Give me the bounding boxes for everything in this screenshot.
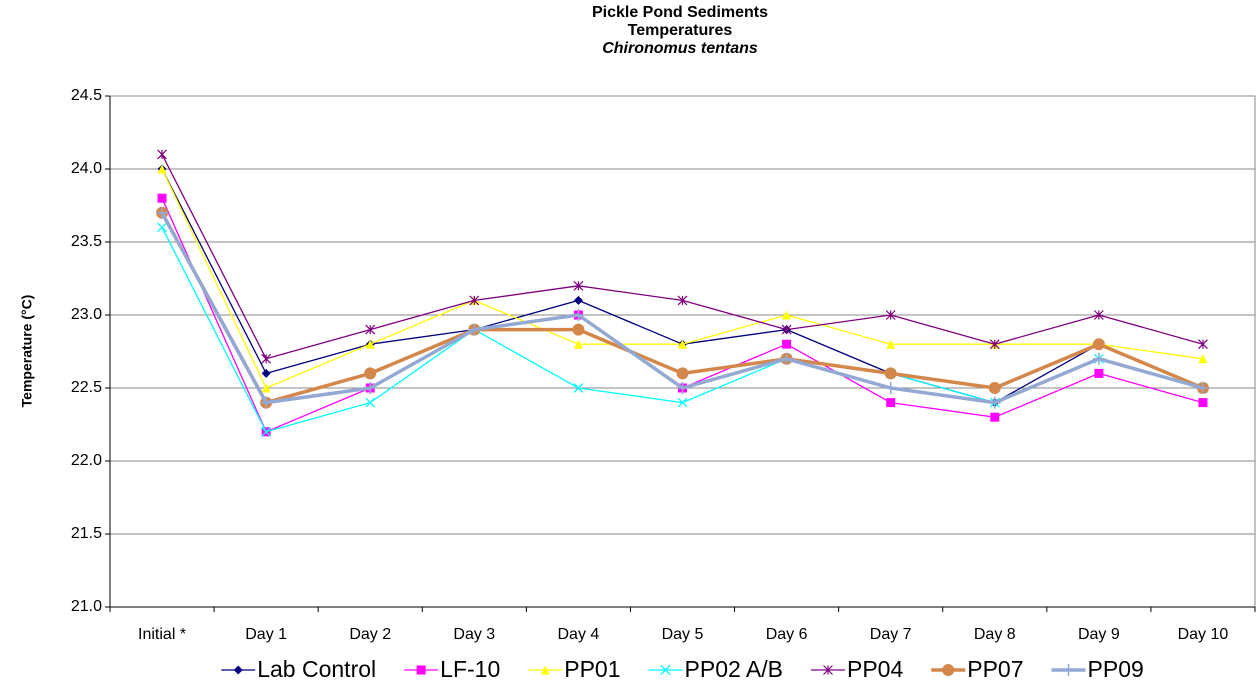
marker <box>573 339 583 349</box>
marker <box>781 324 792 335</box>
marker <box>468 323 481 336</box>
x-tick-label: Day 2 <box>349 626 391 643</box>
marker <box>573 383 584 393</box>
marker <box>365 324 376 335</box>
y-tick-label: 22.5 <box>71 379 102 396</box>
marker <box>885 310 896 320</box>
legend-marker <box>540 665 550 675</box>
marker <box>1092 338 1105 351</box>
marker <box>260 396 273 409</box>
x-tick-label: Day 10 <box>1178 626 1229 643</box>
marker <box>261 383 271 393</box>
legend-label: Lab Control <box>257 656 376 682</box>
marker <box>157 149 167 160</box>
legend: Lab Control LF-10 PP01 PP02 A/B PP04 PP07 PP09 <box>221 656 1144 682</box>
marker <box>573 280 584 291</box>
marker <box>365 339 375 349</box>
marker <box>365 397 376 408</box>
legend-label: PP09 <box>1088 656 1144 682</box>
legend-marker <box>823 665 833 675</box>
marker <box>677 397 688 408</box>
marker <box>884 367 897 380</box>
marker <box>780 352 793 365</box>
marker <box>884 382 897 394</box>
series-line <box>161 168 1204 389</box>
chart-title: Pickle Pond Sediments <box>592 4 768 21</box>
marker <box>678 339 687 349</box>
marker <box>157 193 167 203</box>
x-tick-label: Initial * <box>138 626 186 643</box>
legend-marker <box>233 665 243 675</box>
x-tick-label: Day 6 <box>766 626 808 643</box>
x-tick-label: Day 3 <box>453 626 495 643</box>
y-tick-label: 23.5 <box>71 233 102 250</box>
marker <box>1092 352 1105 365</box>
chart-title: Chironomus tentans <box>602 40 758 57</box>
legend-label: PP07 <box>967 656 1023 682</box>
marker <box>886 339 896 349</box>
legend-marker <box>660 665 671 675</box>
marker <box>990 412 1000 422</box>
x-tick-label: Day 8 <box>974 626 1016 643</box>
y-tick-label: 21.5 <box>71 525 102 542</box>
marker <box>572 309 585 321</box>
legend-label: PP04 <box>847 656 903 682</box>
chart-title: Temperatures <box>628 22 733 39</box>
marker <box>157 222 168 233</box>
marker <box>261 426 272 437</box>
marker <box>261 368 271 378</box>
y-tick-label: 22.0 <box>71 452 102 469</box>
x-tick-label: Day 1 <box>245 626 287 643</box>
y-tick-label: 24.5 <box>71 87 102 104</box>
marker <box>469 295 480 306</box>
marker <box>572 323 585 336</box>
marker <box>989 339 1000 350</box>
y-tick-label: 21.0 <box>71 598 102 615</box>
marker <box>156 206 169 219</box>
marker <box>886 398 896 408</box>
marker <box>676 382 689 394</box>
marker <box>364 367 377 380</box>
x-tick-label: Day 4 <box>558 626 600 643</box>
legend-label: PP01 <box>564 656 620 682</box>
legend-label: PP02 A/B <box>685 656 783 682</box>
marker <box>1196 382 1209 394</box>
marker <box>988 396 1001 409</box>
legend-label: LF-10 <box>440 656 500 682</box>
marker <box>782 310 792 320</box>
marker <box>1198 398 1208 408</box>
legend-marker <box>416 665 426 675</box>
marker <box>364 382 377 394</box>
x-tick-label: Day 7 <box>870 626 912 643</box>
marker <box>157 164 167 174</box>
marker <box>782 339 792 349</box>
y-tick-label: 23.0 <box>71 306 102 323</box>
legend-marker <box>942 664 955 676</box>
legend-marker <box>1062 664 1075 676</box>
marker <box>1198 339 1208 350</box>
marker <box>1093 310 1104 320</box>
marker <box>677 295 688 306</box>
marker <box>1094 368 1104 378</box>
marker <box>261 353 272 364</box>
x-tick-label: Day 9 <box>1078 626 1120 643</box>
marker <box>573 295 583 305</box>
marker <box>988 382 1001 394</box>
x-tick-label: Day 5 <box>662 626 704 643</box>
series-line <box>161 154 1204 360</box>
y-tick-label: 24.0 <box>71 160 102 177</box>
marker <box>676 367 689 380</box>
marker <box>1198 354 1208 364</box>
y-axis-label: Temperature (°C) <box>19 295 35 408</box>
